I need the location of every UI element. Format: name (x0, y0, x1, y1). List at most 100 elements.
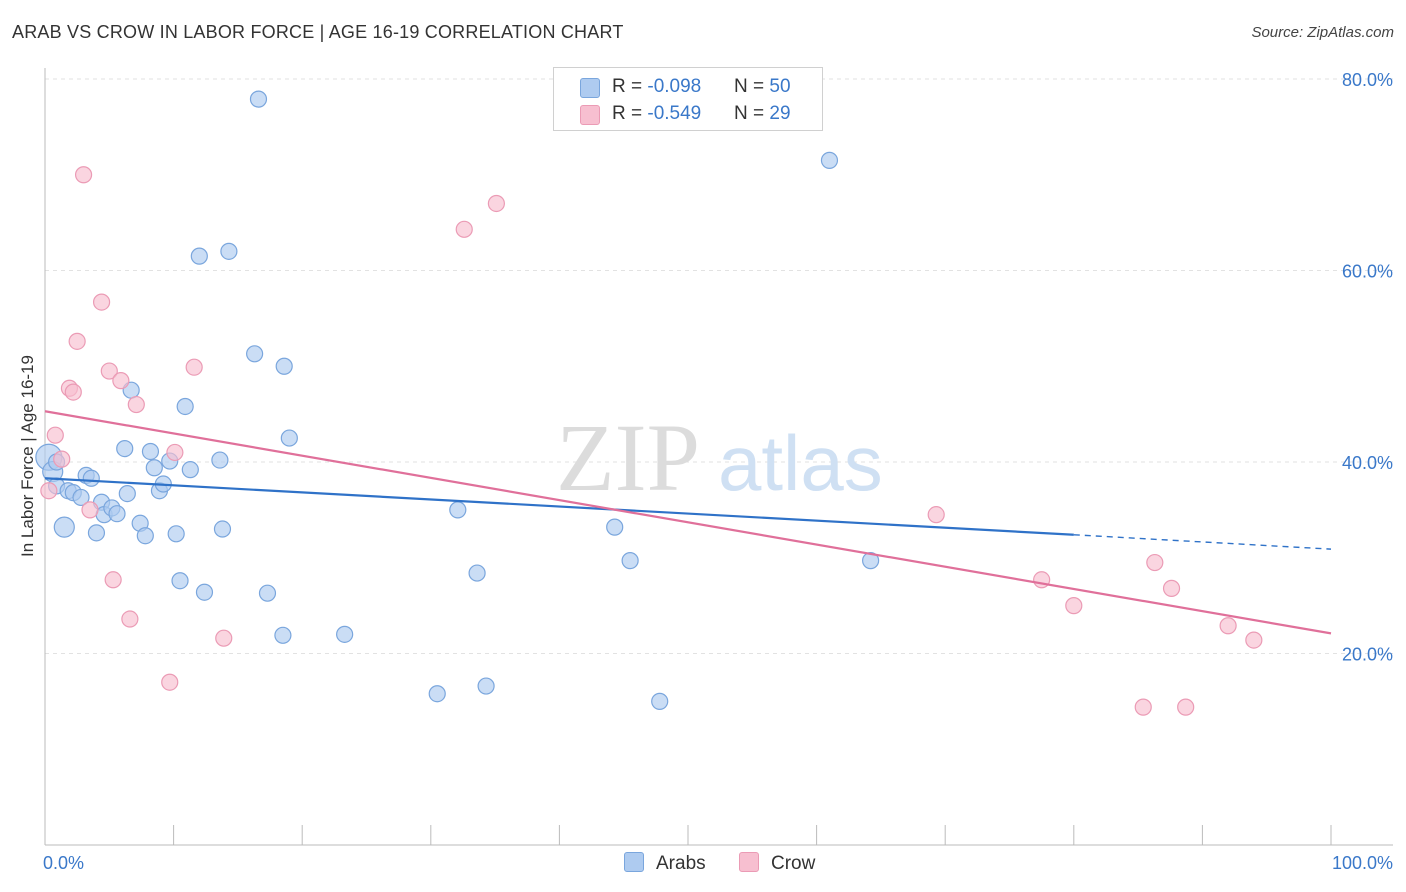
crow-point-28 (1245, 631, 1263, 649)
crow-point-8 (92, 293, 111, 311)
arabs-point-39 (336, 625, 354, 643)
crow-swatch (580, 105, 600, 125)
crow-r-label: R = (612, 103, 648, 124)
crow-point-20 (927, 506, 945, 524)
arabs-point-6 (72, 488, 90, 507)
y-axis-label: In Labor Force | Age 16-19 (18, 355, 37, 557)
arabs-point-3 (53, 516, 75, 538)
crow-point-1 (46, 426, 64, 444)
arabs-r-label: R = (612, 76, 648, 97)
arabs-point-15 (118, 484, 136, 503)
crow-point-0 (40, 482, 58, 500)
bottom-arabs-swatch (624, 852, 644, 872)
crow-point-7 (81, 501, 99, 519)
arabs-point-44 (606, 518, 624, 536)
arabs-trend-line-dashed (1073, 534, 1332, 550)
arabs-point-38 (280, 429, 298, 447)
crow-point-22 (1065, 597, 1083, 615)
crow-point-27 (1219, 617, 1237, 635)
watermark-atlas: atlas (718, 419, 883, 507)
y-tick-label-2: 60.0% (1342, 262, 1393, 282)
arabs-point-20 (145, 459, 163, 477)
arabs-point-42 (468, 564, 486, 582)
arabs-point-32 (220, 242, 238, 260)
arabs-point-28 (190, 247, 208, 265)
arabs-point-25 (171, 572, 189, 590)
crow-point-17 (215, 629, 233, 647)
arabs-trend-line (44, 477, 1074, 536)
legend-row-arabs: R = -0.098 N = 50 (554, 74, 822, 100)
crow-points (40, 166, 1263, 716)
arabs-swatch (580, 78, 600, 98)
crow-point-24 (1146, 553, 1164, 572)
crow-point-13 (127, 395, 145, 414)
arabs-point-9 (87, 524, 106, 542)
arabs-r-value: -0.098 (647, 76, 702, 97)
arabs-point-31 (213, 520, 232, 538)
chart-title: ARAB VS CROW IN LABOR FORCE | AGE 16-19 … (12, 22, 624, 42)
y-tick-label-3: 80.0% (1342, 70, 1393, 90)
arabs-point-34 (249, 90, 268, 108)
crow-point-25 (1162, 579, 1181, 597)
arabs-n-value: 50 (769, 76, 791, 97)
arabs-point-41 (449, 501, 467, 519)
crow-point-2 (53, 450, 71, 468)
arabs-point-37 (275, 357, 293, 375)
watermark: ZIP atlas (556, 404, 883, 511)
arabs-point-24 (167, 525, 185, 543)
crow-point-16 (185, 358, 203, 376)
arabs-point-35 (258, 584, 277, 602)
source-label: Source: ZipAtlas.com (1251, 24, 1394, 41)
crow-point-15 (166, 443, 184, 462)
crow-point-26 (1177, 698, 1195, 716)
x-tick-label-1: 100.0% (1332, 853, 1393, 873)
arabs-point-43 (477, 677, 495, 695)
arabs-points (35, 90, 880, 710)
arabs-point-13 (108, 505, 126, 523)
bottom-crow-swatch (739, 852, 759, 872)
crow-n-value: 29 (769, 103, 791, 124)
crow-point-5 (68, 332, 86, 350)
y-tick-label-1: 40.0% (1342, 453, 1393, 473)
crow-r-value: -0.549 (647, 103, 702, 124)
arabs-point-48 (862, 552, 880, 570)
crow-point-4 (64, 383, 82, 401)
correlation-legend: R = -0.098 N = 50 R = -0.549 N = 29 (553, 67, 823, 131)
arabs-point-40 (428, 685, 446, 703)
trend-lines (44, 410, 1332, 635)
crow-n-label: N = (734, 103, 770, 124)
arabs-point-26 (176, 397, 194, 416)
y-tick-label-0: 20.0% (1342, 645, 1393, 665)
arabs-point-45 (621, 552, 639, 570)
legend-row-crow: R = -0.549 N = 29 (554, 101, 822, 127)
bottom-arabs-label: Arabs (656, 853, 706, 874)
arabs-point-27 (181, 461, 199, 479)
arabs-point-30 (211, 451, 229, 469)
watermark-zip: ZIP (556, 404, 700, 511)
bottom-crow-label: Crow (771, 853, 816, 874)
crow-point-23 (1134, 698, 1152, 716)
bottom-legend-crow: Crow (739, 852, 815, 875)
arabs-point-8 (82, 469, 100, 487)
x-tick-label-0: 0.0% (43, 853, 84, 873)
crow-point-18 (455, 220, 473, 238)
bottom-legend-arabs: Arabs (624, 852, 706, 875)
tick-labels: 20.0% 40.0% 60.0% 80.0% 0.0% 100.0% (43, 70, 1393, 873)
arabs-point-18 (136, 527, 154, 545)
crow-point-10 (104, 571, 122, 589)
crow-point-6 (74, 166, 93, 184)
arabs-point-47 (820, 151, 839, 169)
arabs-point-46 (651, 692, 669, 710)
arabs-point-36 (274, 626, 292, 644)
arabs-point-19 (141, 442, 160, 461)
arabs-n-label: N = (734, 76, 770, 97)
arabs-point-33 (246, 345, 264, 363)
crow-point-11 (112, 372, 130, 390)
arabs-point-29 (195, 583, 214, 601)
arabs-point-14 (116, 439, 134, 458)
crow-point-14 (161, 673, 179, 691)
crow-point-12 (121, 610, 139, 628)
gridlines (45, 78, 1393, 654)
crow-point-9 (100, 362, 118, 380)
